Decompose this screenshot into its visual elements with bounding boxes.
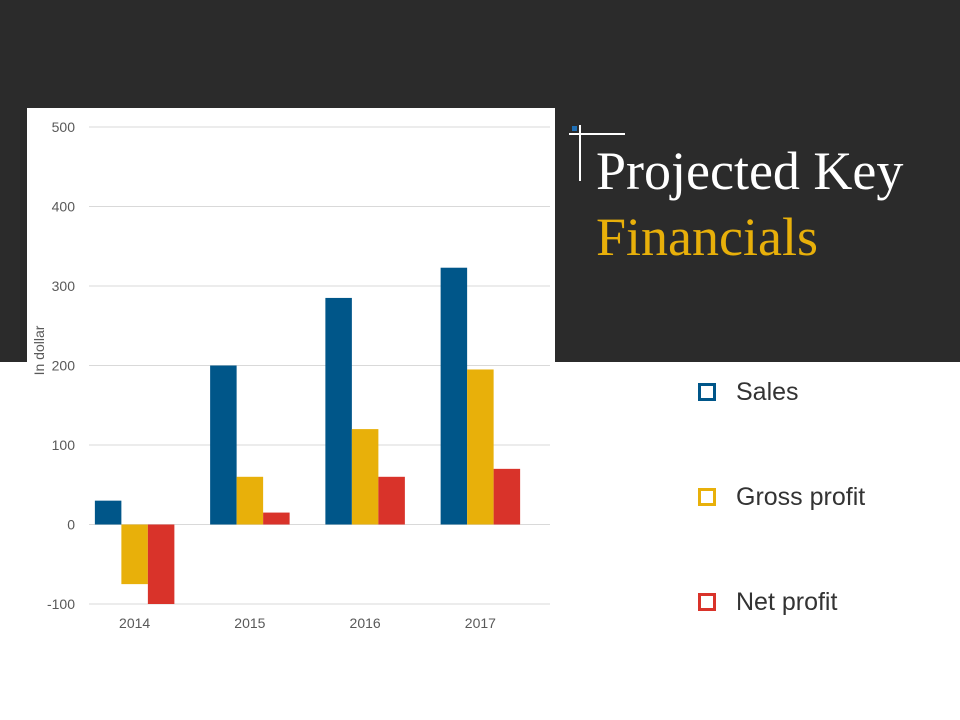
checkbox-square-icon [698,488,716,506]
legend: Sales Gross profit Net profit [698,372,865,687]
title-line-1: Projected Key [596,141,904,201]
slide-title: Projected Key Financials [596,138,956,270]
bar-gross-profit-2017 [467,369,494,525]
chart-panel: 500 400 300 200 100 0 -100 In dollar 2014 2015 201… [27,108,555,648]
checkbox-square-icon [698,593,716,611]
x-tick-label: 2014 [119,615,150,631]
y-tick-label: 100 [52,437,76,453]
bar-sales-2016 [325,297,352,525]
bar-gross-profit-2014 [121,524,148,585]
legend-label: Gross profit [736,482,866,511]
title-line-2: Financials [596,207,818,267]
bar-sales-2015 [210,365,237,525]
bar-chart: 500 400 300 200 100 0 -100 In dollar 2014 2015 201… [31,119,550,631]
legend-item-gross-profit: Gross profit [698,477,865,517]
corner-mark-vertical [579,125,581,181]
y-tick-label: -100 [47,596,75,612]
y-tick-label: 500 [52,119,76,135]
legend-item-sales: Sales [698,372,865,412]
y-axis-title: In dollar [31,325,47,375]
legend-label: Net profit [736,587,838,616]
bar-sales-2017 [440,267,468,525]
y-tick-label: 300 [52,278,76,294]
bar-gross-profit-2016 [351,429,379,525]
bar-net-profit-2014 [147,524,175,604]
bar-net-profit-2015 [263,512,290,525]
bar-sales-2014 [94,500,122,525]
legend-item-net-profit: Net profit [698,582,865,622]
x-tick-label: 2015 [234,615,265,631]
corner-mark-horizontal [569,133,625,135]
legend-label: Sales [736,377,799,406]
checkbox-square-icon [698,383,716,401]
y-tick-label: 400 [52,199,76,215]
bar-net-profit-2016 [378,476,405,525]
bar-gross-profit-2015 [236,476,264,525]
bar-net-profit-2017 [493,468,521,525]
y-tick-label: 0 [67,517,75,533]
y-tick-label: 200 [52,358,76,374]
x-tick-label: 2017 [465,615,496,631]
x-tick-label: 2016 [350,615,381,631]
corner-mark-dot [572,126,577,131]
